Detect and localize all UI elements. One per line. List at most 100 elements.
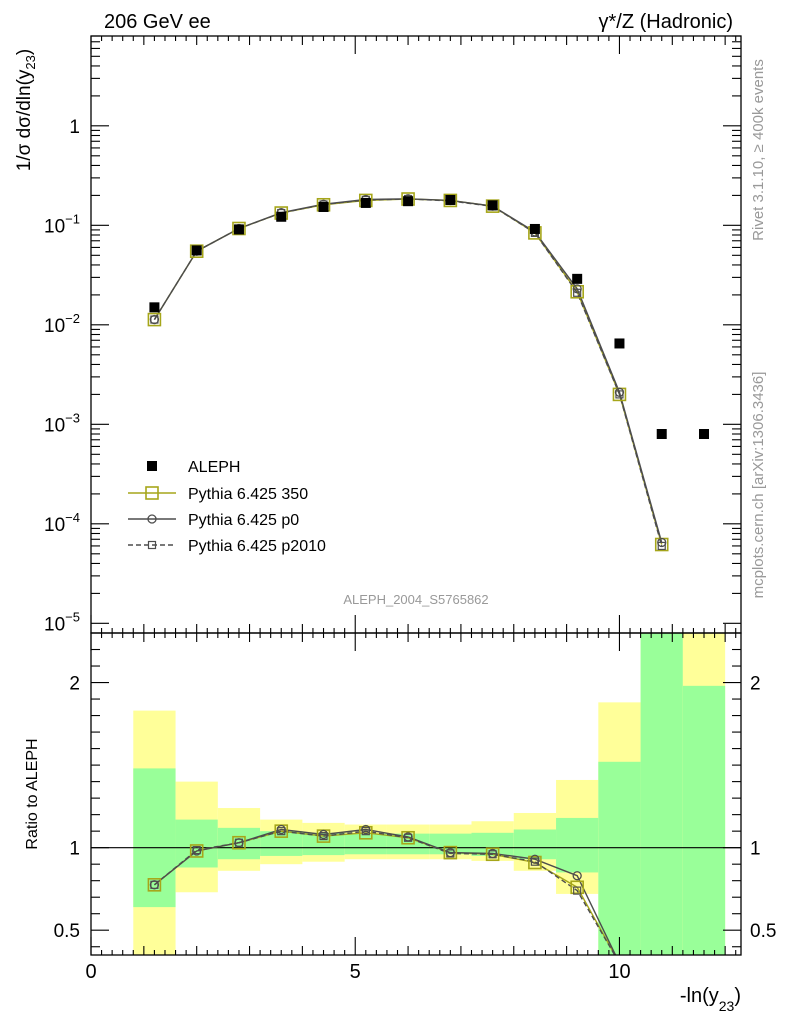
legend: ALEPH Pythia 6.425 350 Pythia 6.425 p0 Pyth…	[128, 459, 326, 555]
main-y-axis-title-sub: 23	[23, 55, 38, 69]
tick-label-exponent: −3	[65, 410, 80, 425]
ratio-point-p350	[570, 880, 584, 895]
main-y-tick-label: 10−1	[44, 211, 80, 237]
ratio-panel-frame	[90, 632, 742, 956]
ratio-inner-band	[344, 833, 387, 855]
header-left-label: 206 GeV ee	[104, 11, 211, 33]
ratio-point-p350	[358, 826, 373, 840]
main-y-tick-label: 10−4	[44, 510, 80, 536]
ratio-inner-band	[471, 832, 514, 856]
ratio-inner-band	[302, 832, 345, 856]
ratio-y-tick-label-right: 0.5	[750, 921, 776, 942]
main-point-data	[487, 200, 498, 211]
ratio-point-p350	[485, 847, 500, 862]
tick-label-exponent: −1	[65, 211, 80, 226]
ratio-y-tick-label: 2	[69, 674, 80, 695]
legend-marker-data	[147, 461, 157, 471]
main-point-p350	[570, 284, 584, 299]
ratio-inner-band	[556, 817, 599, 873]
ratio-inner-band	[429, 833, 472, 855]
tick-label-base: 10	[44, 415, 65, 436]
x-tick-label: 0	[85, 961, 96, 983]
main-point-data	[191, 245, 202, 256]
ratio-point-p2010	[192, 846, 201, 855]
ratio-y-tick-label: 0.5	[54, 921, 80, 942]
ratio-point-p2010	[573, 886, 582, 895]
ratio-series-line	[153, 830, 616, 955]
ratio-point-p2010	[150, 880, 159, 889]
ratio-point-p2010	[319, 832, 328, 841]
ratio-inner-band	[682, 685, 726, 955]
legend-marker-p2010	[147, 540, 157, 550]
ratio-y-axis-title: Ratio to ALEPH	[24, 738, 41, 849]
header-right-label: γ*/Z (Hadronic)	[599, 11, 733, 33]
main-y-tick-label: 10−2	[44, 311, 80, 337]
ratio-point-p0	[572, 871, 582, 881]
main-point-data	[656, 429, 667, 439]
legend-label-data: ALEPH	[188, 459, 240, 476]
main-point-data	[699, 429, 710, 439]
main-point-p2010	[657, 541, 666, 551]
main-point-data	[403, 196, 414, 207]
main-point-p2010	[615, 390, 624, 399]
ratio-point-p2010	[234, 838, 244, 847]
main-point-p350	[232, 221, 246, 236]
tick-label-exponent: −2	[65, 311, 80, 326]
ratio-point-p2010	[277, 827, 286, 836]
ratio-point-p2010	[361, 827, 370, 836]
ratio-point-p2010	[403, 833, 413, 842]
main-point-data	[360, 197, 371, 208]
main-point-p2010	[573, 288, 582, 297]
main-y-axis-title: 1/σ dσ/dln(y23)	[14, 49, 38, 171]
legend-marker-p0	[147, 514, 157, 524]
main-point-p2010	[150, 315, 159, 324]
ratio-point-p350	[189, 844, 204, 858]
ratio-y-tick-label: 1	[69, 839, 80, 860]
ratio-point-p2010	[488, 850, 497, 859]
legend-label-p350: Pythia 6.425 350	[188, 486, 308, 503]
main-y-axis-title-text: 1/σ dσ/dln(y	[14, 69, 35, 171]
main-y-tick-label: 1	[69, 117, 80, 138]
ratio-inner-band	[217, 827, 261, 860]
x-axis-title-text: -ln(y	[680, 985, 719, 1007]
main-point-p350	[147, 312, 162, 327]
main-point-data	[276, 211, 287, 222]
ratio-point-p350	[443, 845, 458, 860]
ratio-point-p2010	[446, 849, 455, 858]
tick-label-exponent: −5	[65, 609, 80, 624]
x-axis-title: -ln(y23)	[680, 985, 741, 1014]
tick-label-base: 10	[44, 515, 65, 536]
tick-label-base: 10	[44, 614, 65, 635]
rivet-version-label: Rivet 3.1.10, ≥ 400k events	[750, 59, 767, 241]
legend-marker-p350	[145, 486, 159, 500]
main-point-data	[572, 273, 583, 284]
axes: 10−510−410−310−210−110 5 100.5 0.51 12 2	[44, 35, 776, 983]
ratio-inner-band	[598, 761, 641, 955]
ratio-y-tick-label-right: 2	[750, 674, 761, 695]
main-point-p350	[485, 199, 500, 213]
main-y-tick-label: 10−3	[44, 410, 80, 436]
main-point-p350	[189, 244, 204, 258]
ratio-inner-band	[640, 633, 683, 955]
main-curves	[147, 192, 710, 552]
ratio-point-p2010	[530, 857, 540, 866]
ratio-inner-band	[133, 768, 176, 908]
mcplots-credit-label: mcplots.cern.ch [arXiv:1306.3436]	[750, 372, 767, 599]
ratio-point-p350	[232, 835, 246, 850]
legend-label-p2010: Pythia 6.425 p2010	[188, 538, 326, 555]
tick-label-base: 10	[44, 316, 65, 337]
main-point-data	[318, 201, 329, 212]
main-y-axis-title-close: )	[14, 49, 35, 55]
main-point-data	[149, 302, 160, 313]
ratio-uncertainty-bands	[133, 633, 726, 955]
main-point-data	[529, 223, 540, 234]
ratio-curves	[147, 824, 617, 955]
main-point-p350	[443, 193, 458, 208]
ratio-y-tick-label-right: 1	[750, 839, 761, 860]
tick-label-exponent: −4	[65, 510, 80, 525]
x-axis-title-close: )	[734, 985, 741, 1007]
main-point-data	[233, 224, 244, 235]
main-point-data	[614, 338, 625, 349]
main-point-data	[445, 194, 456, 205]
